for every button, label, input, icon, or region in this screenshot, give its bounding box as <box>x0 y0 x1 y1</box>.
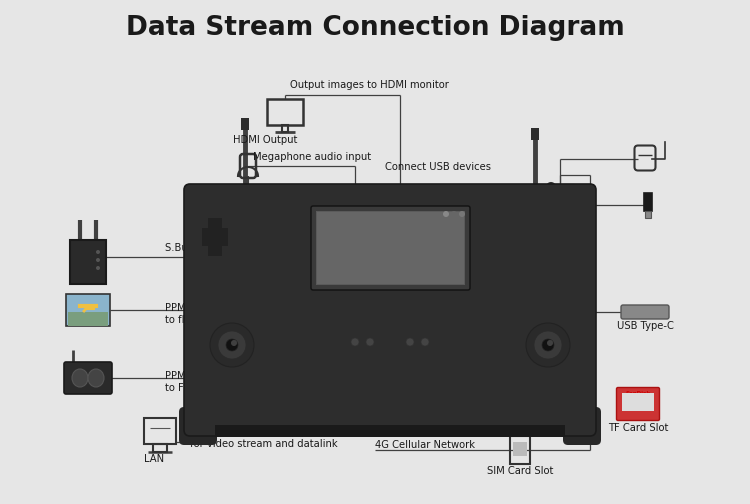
Circle shape <box>542 339 554 351</box>
Bar <box>565 185 573 191</box>
Text: Check
charging status: Check charging status <box>375 335 453 357</box>
Bar <box>644 193 652 211</box>
Circle shape <box>526 323 570 367</box>
Text: Connect USB devices: Connect USB devices <box>385 162 491 172</box>
Bar <box>153 444 167 452</box>
Circle shape <box>534 331 562 359</box>
Text: SanDisk: SanDisk <box>626 391 650 396</box>
Bar <box>316 211 465 285</box>
FancyBboxPatch shape <box>187 197 213 233</box>
FancyBboxPatch shape <box>567 197 593 233</box>
Circle shape <box>96 258 100 262</box>
Bar <box>241 118 249 130</box>
Bar <box>282 125 288 132</box>
Bar <box>622 393 654 411</box>
Bar <box>144 418 176 444</box>
Circle shape <box>231 340 237 346</box>
Circle shape <box>531 337 545 351</box>
Text: Megaphone audio input: Megaphone audio input <box>253 152 371 162</box>
Circle shape <box>96 250 100 254</box>
Circle shape <box>451 211 457 217</box>
Bar <box>208 218 222 256</box>
Circle shape <box>366 338 374 346</box>
Ellipse shape <box>88 369 104 387</box>
Text: Charging: Charging <box>520 353 556 362</box>
Text: HDMI Output: HDMI Output <box>232 135 297 145</box>
Bar <box>66 294 110 326</box>
FancyBboxPatch shape <box>179 407 217 445</box>
Bar <box>317 212 464 284</box>
Circle shape <box>218 331 246 359</box>
Bar <box>68 312 108 326</box>
Circle shape <box>96 266 100 270</box>
Text: LAN: LAN <box>144 454 164 464</box>
Text: MIC input: MIC input <box>213 188 261 198</box>
Circle shape <box>351 338 359 346</box>
Circle shape <box>443 211 449 217</box>
Circle shape <box>547 340 553 346</box>
Bar <box>267 99 303 125</box>
Bar <box>202 228 228 246</box>
Circle shape <box>226 339 238 351</box>
Text: Ultra: Ultra <box>632 397 644 402</box>
Ellipse shape <box>72 369 88 387</box>
Circle shape <box>210 323 254 367</box>
Text: PPM output
to flight simulator: PPM output to flight simulator <box>165 303 254 325</box>
Text: USB Type-C: USB Type-C <box>616 321 674 331</box>
Bar <box>70 240 106 284</box>
Text: S.Bus output to external link: S.Bus output to external link <box>165 243 308 253</box>
Text: SIM Card Slot: SIM Card Slot <box>487 466 554 476</box>
Text: Charging Indicator: Charging Indicator <box>490 360 583 370</box>
FancyBboxPatch shape <box>311 206 470 290</box>
FancyBboxPatch shape <box>64 362 112 394</box>
Text: USB-A: USB-A <box>532 208 563 218</box>
Bar <box>513 442 527 456</box>
Text: 4G Cellular Network: 4G Cellular Network <box>375 440 475 450</box>
FancyBboxPatch shape <box>616 388 659 420</box>
Bar <box>531 128 539 140</box>
Text: Output images to HDMI monitor: Output images to HDMI monitor <box>290 80 448 90</box>
Circle shape <box>563 337 577 351</box>
Text: PPM input
to FPV head tracker: PPM input to FPV head tracker <box>165 371 263 393</box>
Text: Ethernet output to PC
for video stream and datalink: Ethernet output to PC for video stream a… <box>190 427 338 449</box>
Text: TF Card Slot: TF Card Slot <box>608 423 668 433</box>
Bar <box>645 211 651 218</box>
Text: File Transfer / External Storage: File Transfer / External Storage <box>375 393 528 403</box>
Bar <box>215 425 565 437</box>
Text: Data Stream Connection Diagram: Data Stream Connection Diagram <box>125 15 624 41</box>
Text: S.Bus output
PPM output / PPM input: S.Bus output PPM output / PPM input <box>200 348 316 369</box>
Circle shape <box>459 211 465 217</box>
Circle shape <box>406 338 414 346</box>
FancyBboxPatch shape <box>184 184 596 436</box>
Circle shape <box>421 338 429 346</box>
FancyBboxPatch shape <box>621 305 669 319</box>
Text: Finished: Finished <box>554 353 586 362</box>
FancyBboxPatch shape <box>563 407 601 445</box>
Text: Charging / File Transfer
Firmware Update: Charging / File Transfer Firmware Update <box>430 298 545 320</box>
